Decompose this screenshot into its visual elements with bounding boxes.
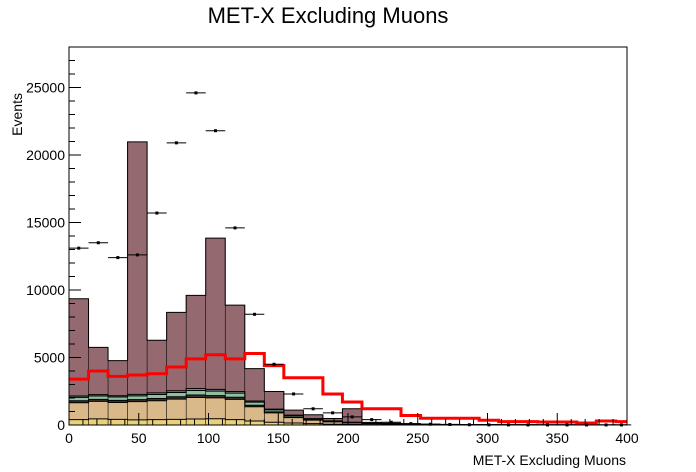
x-tick-label: 150 [267,430,291,446]
x-tick-label: 0 [65,430,73,446]
red-line-layer [69,351,627,425]
data-point [409,422,413,426]
y-tick-label: 25000 [26,80,65,96]
data-point [350,415,354,419]
stack-layer [68,141,628,426]
x-tick-label: 250 [406,430,430,446]
data-point [174,141,178,145]
data-point [233,226,237,230]
data-point [311,407,315,411]
data-point [155,211,159,215]
data-point [213,129,217,133]
data-point [116,256,120,260]
x-tick-label: 200 [336,430,360,446]
data-point [253,312,257,316]
axes-layer: 0 50 100 150 200 250 300 350 400 0 5000 10000 15000 2… [26,46,639,446]
data-point [292,392,296,396]
data-point [272,362,276,366]
y-tick-label: 10000 [26,282,65,298]
x-tick-label: 50 [131,430,147,446]
chart-title: MET-X Excluding Muons [208,3,449,28]
data-point [428,422,432,426]
x-tick-label: 300 [476,430,500,446]
data-point [448,422,452,426]
x-tick-label: 350 [546,430,570,446]
data-point [96,241,100,245]
stack-layer-5 [68,141,628,426]
x-tick-label: 100 [197,430,221,446]
y-axis-title: Events [9,93,25,136]
x-tick-label: 400 [615,430,639,446]
y-tick-label: 15000 [26,215,65,231]
y-tick-label: 5000 [34,350,65,366]
data-point [77,246,81,250]
data-point [331,411,335,415]
data-point [389,420,393,424]
y-tick-label: 0 [57,417,65,433]
x-axis-title: MET-X Excluding Muons [473,452,626,468]
data-point [370,418,374,422]
data-point [194,91,198,95]
red-step-line [69,351,627,425]
data-point [135,253,139,257]
y-tick-label: 20000 [26,147,65,163]
